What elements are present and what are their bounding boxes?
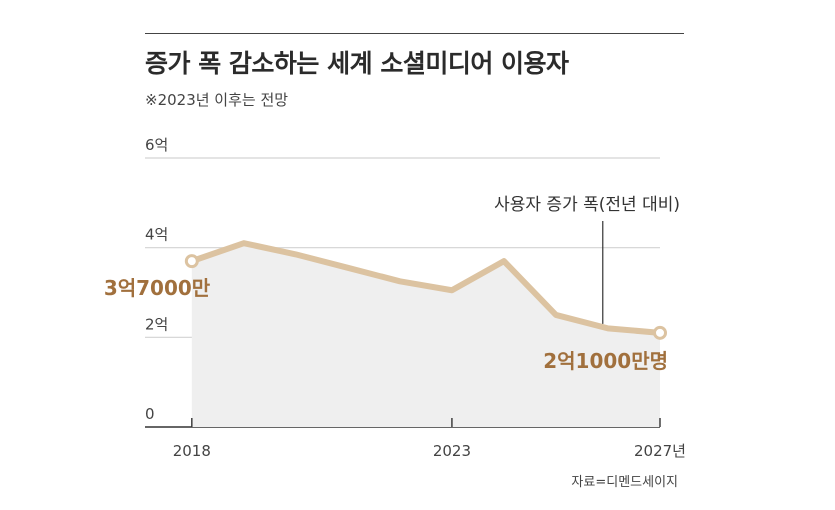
end-point-marker bbox=[653, 325, 667, 340]
x-tick-label: 2023 bbox=[433, 442, 471, 460]
chart-subtitle: ※2023년 이후는 전망 bbox=[145, 91, 289, 109]
y-tick-label: 6억 bbox=[145, 136, 168, 154]
start-value-label: 3억7000만 bbox=[104, 276, 211, 300]
top-rule bbox=[145, 33, 684, 34]
end-value-label: 2억1000만명 bbox=[543, 349, 668, 373]
y-tick-label: 0 bbox=[145, 405, 155, 423]
start-point-marker bbox=[184, 254, 199, 269]
series-line-layer bbox=[184, 240, 667, 340]
chart-title: 증가 폭 감소하는 세계 소셜미디어 이용자 bbox=[145, 49, 569, 78]
series-line bbox=[188, 240, 663, 336]
x-tick-label: 2027년 bbox=[634, 442, 686, 460]
y-tick-label: 2억 bbox=[145, 315, 168, 333]
area-fill-layer bbox=[191, 243, 660, 427]
series-annotation-label: 사용자 증가 폭(전년 대비) bbox=[494, 195, 680, 215]
source-note: 자료=디멘드세이지 bbox=[571, 475, 678, 490]
x-tick-marks bbox=[191, 418, 661, 427]
label-layer: 0 2억 4억 6억 2018 2023 2027년 3억7000만 2억1000만명 사용자 증… bbox=[104, 136, 686, 460]
y-tick-label: 4억 bbox=[145, 226, 168, 244]
series-area bbox=[191, 243, 660, 427]
x-tick-label: 2018 bbox=[173, 442, 211, 460]
